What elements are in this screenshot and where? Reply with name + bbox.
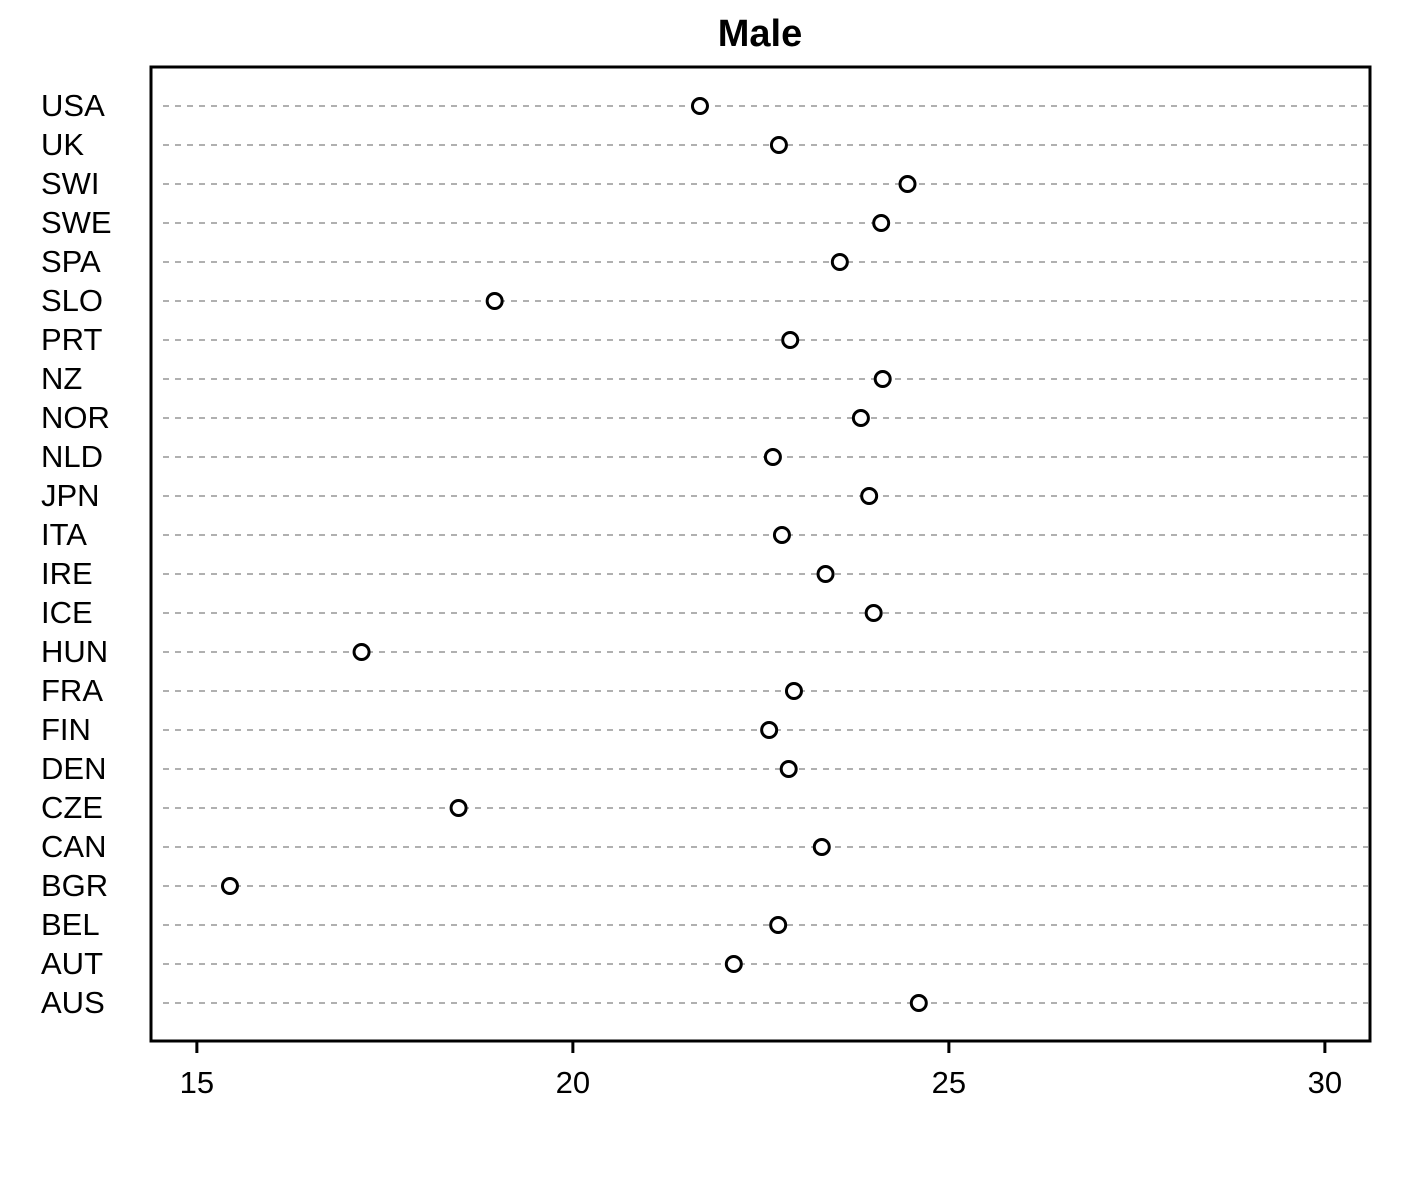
y-tick-label: USA: [41, 88, 105, 123]
y-tick-label: BGR: [41, 868, 108, 903]
dot: [449, 799, 468, 817]
y-tick-label: HUN: [41, 634, 108, 669]
dot: [690, 97, 709, 115]
chart-title: Male: [718, 13, 802, 55]
dot: [485, 292, 504, 310]
y-tick-label: JPN: [41, 478, 100, 513]
y-tick-label: UK: [41, 127, 84, 162]
x-tick-label: 20: [556, 1065, 590, 1100]
dot: [220, 877, 239, 895]
dot: [812, 838, 831, 856]
y-tick-label: SWI: [41, 166, 100, 201]
dot: [781, 331, 800, 349]
y-tick-label: FRA: [41, 673, 103, 708]
y-tick-label: CZE: [41, 790, 103, 825]
y-tick-label: SWE: [41, 205, 112, 240]
dot: [769, 136, 788, 154]
y-tick-label: CAN: [41, 829, 106, 864]
y-tick-label: SLO: [41, 283, 103, 318]
x-tick-label: 25: [932, 1065, 966, 1100]
y-tick-label: AUS: [41, 985, 105, 1020]
y-tick-label: DEN: [41, 751, 106, 786]
plot-frame: [149, 65, 1372, 1043]
y-tick-label: AUT: [41, 946, 103, 981]
y-tick-label: PRT: [41, 322, 103, 357]
y-tick-label: ITA: [41, 517, 87, 552]
y-tick-label: IRE: [41, 556, 93, 591]
dot: [830, 253, 849, 271]
dot: [872, 214, 891, 232]
x-tick-label: 15: [180, 1065, 214, 1100]
y-tick-label: ICE: [41, 595, 93, 630]
dot: [909, 994, 928, 1012]
dot: [851, 409, 870, 427]
dot: [724, 955, 743, 973]
y-tick-label: SPA: [41, 244, 101, 279]
y-tick-label: BEL: [41, 907, 100, 942]
dot: [763, 448, 782, 466]
dot: [864, 604, 883, 622]
dot: [352, 643, 371, 661]
x-tick-label: 30: [1308, 1065, 1342, 1100]
dot: [772, 526, 791, 544]
y-tick-label: NLD: [41, 439, 103, 474]
dot: [779, 760, 798, 778]
y-tick-label: NOR: [41, 400, 110, 435]
dot: [760, 721, 779, 739]
dot: [898, 175, 917, 193]
dot: [784, 682, 803, 700]
y-tick-label: FIN: [41, 712, 91, 747]
y-tick-label: NZ: [41, 361, 82, 396]
dot: [816, 565, 835, 583]
dot: [769, 916, 788, 934]
dot: [873, 370, 892, 388]
dot: [860, 487, 879, 505]
